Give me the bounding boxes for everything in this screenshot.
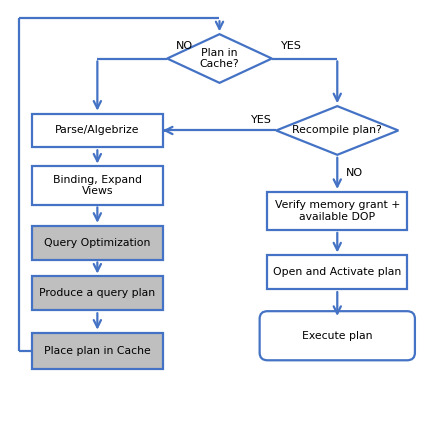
Text: Binding, Expand
Views: Binding, Expand Views xyxy=(53,175,141,196)
Text: YES: YES xyxy=(280,41,301,51)
FancyBboxPatch shape xyxy=(32,167,162,204)
Text: Execute plan: Execute plan xyxy=(301,331,372,341)
Text: Place plan in Cache: Place plan in Cache xyxy=(44,345,150,356)
Text: Verify memory grant +
available DOP: Verify memory grant + available DOP xyxy=(274,200,399,222)
FancyBboxPatch shape xyxy=(267,192,406,230)
Polygon shape xyxy=(167,34,271,83)
FancyBboxPatch shape xyxy=(32,333,162,368)
Text: NO: NO xyxy=(176,41,193,51)
Text: Query Optimization: Query Optimization xyxy=(44,238,150,248)
Polygon shape xyxy=(276,106,397,155)
FancyBboxPatch shape xyxy=(259,311,414,360)
Text: Recompile plan?: Recompile plan? xyxy=(292,126,381,135)
Text: Parse/Algebrize: Parse/Algebrize xyxy=(55,126,139,135)
Text: YES: YES xyxy=(250,115,271,125)
Text: Produce a query plan: Produce a query plan xyxy=(39,288,155,298)
FancyBboxPatch shape xyxy=(32,114,162,147)
FancyBboxPatch shape xyxy=(32,226,162,259)
FancyBboxPatch shape xyxy=(32,276,162,311)
Text: NO: NO xyxy=(346,168,363,178)
Text: Open and Activate plan: Open and Activate plan xyxy=(272,267,400,277)
FancyBboxPatch shape xyxy=(267,255,406,289)
Text: Plan in
Cache?: Plan in Cache? xyxy=(199,48,239,69)
